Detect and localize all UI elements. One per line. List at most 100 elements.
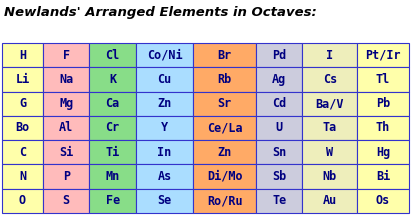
Bar — [302, 189, 357, 213]
Text: Hg: Hg — [376, 146, 390, 159]
Bar — [193, 67, 256, 92]
Bar — [136, 116, 193, 140]
Text: Ce/La: Ce/La — [207, 121, 242, 134]
Text: U: U — [276, 121, 283, 134]
Text: Co/Ni: Co/Ni — [147, 49, 182, 62]
Bar — [136, 140, 193, 164]
Text: Nb: Nb — [323, 170, 337, 183]
Bar — [43, 43, 90, 67]
Text: Na: Na — [59, 73, 73, 86]
Bar — [357, 164, 409, 189]
Text: Li: Li — [15, 73, 30, 86]
Bar — [357, 92, 409, 116]
Text: Mg: Mg — [59, 97, 73, 110]
Text: Ag: Ag — [272, 73, 286, 86]
Text: Fe: Fe — [106, 194, 120, 207]
Bar — [193, 92, 256, 116]
Bar — [2, 43, 43, 67]
Bar — [256, 43, 302, 67]
Text: Cr: Cr — [106, 121, 120, 134]
Bar — [2, 189, 43, 213]
Text: Ca: Ca — [106, 97, 120, 110]
Bar — [43, 164, 90, 189]
Text: Te: Te — [272, 194, 286, 207]
Text: S: S — [62, 194, 70, 207]
Bar — [90, 189, 136, 213]
Text: K: K — [109, 73, 116, 86]
Text: Ti: Ti — [106, 146, 120, 159]
Bar — [90, 92, 136, 116]
Bar — [193, 140, 256, 164]
Text: Os: Os — [376, 194, 390, 207]
Bar — [90, 43, 136, 67]
Bar — [302, 140, 357, 164]
Bar — [90, 67, 136, 92]
Text: P: P — [62, 170, 70, 183]
Bar — [302, 116, 357, 140]
Bar — [357, 189, 409, 213]
Bar — [256, 189, 302, 213]
Bar — [2, 67, 43, 92]
Bar — [2, 140, 43, 164]
Text: As: As — [157, 170, 172, 183]
Text: Mn: Mn — [106, 170, 120, 183]
Bar — [256, 140, 302, 164]
Bar — [136, 43, 193, 67]
Text: Th: Th — [376, 121, 390, 134]
Bar — [90, 140, 136, 164]
Text: Bi: Bi — [376, 170, 390, 183]
Text: Rb: Rb — [217, 73, 232, 86]
Text: Sb: Sb — [272, 170, 286, 183]
Bar — [302, 92, 357, 116]
Text: Y: Y — [161, 121, 168, 134]
Bar — [256, 164, 302, 189]
Bar — [2, 116, 43, 140]
Bar — [302, 43, 357, 67]
Bar — [2, 92, 43, 116]
Bar — [43, 189, 90, 213]
Text: In: In — [157, 146, 172, 159]
Bar — [193, 164, 256, 189]
Text: Tl: Tl — [376, 73, 390, 86]
Bar — [43, 92, 90, 116]
Text: Se: Se — [157, 194, 172, 207]
Text: F: F — [62, 49, 70, 62]
Bar — [136, 92, 193, 116]
Text: Newlands' Arranged Elements in Octaves:: Newlands' Arranged Elements in Octaves: — [4, 6, 317, 19]
Bar — [136, 164, 193, 189]
Text: Ba/V: Ba/V — [316, 97, 344, 110]
Bar — [357, 43, 409, 67]
Text: I: I — [326, 49, 333, 62]
Bar — [357, 116, 409, 140]
Text: Si: Si — [59, 146, 73, 159]
Text: Cd: Cd — [272, 97, 286, 110]
Text: Ro/Ru: Ro/Ru — [207, 194, 242, 207]
Text: Zn: Zn — [157, 97, 172, 110]
Text: Pt/Ir: Pt/Ir — [365, 49, 401, 62]
Text: W: W — [326, 146, 333, 159]
Text: Al: Al — [59, 121, 73, 134]
Text: Pb: Pb — [376, 97, 390, 110]
Text: G: G — [19, 97, 26, 110]
Bar — [43, 67, 90, 92]
Text: Ta: Ta — [323, 121, 337, 134]
Bar — [302, 67, 357, 92]
Text: Sr: Sr — [217, 97, 232, 110]
Bar — [90, 116, 136, 140]
Text: Au: Au — [323, 194, 337, 207]
Bar — [136, 189, 193, 213]
Text: Cl: Cl — [106, 49, 120, 62]
Bar — [357, 140, 409, 164]
Bar — [256, 116, 302, 140]
Text: N: N — [19, 170, 26, 183]
Bar — [43, 140, 90, 164]
Bar — [193, 116, 256, 140]
Text: Sn: Sn — [272, 146, 286, 159]
Text: O: O — [19, 194, 26, 207]
Bar — [136, 67, 193, 92]
Text: Bo: Bo — [15, 121, 30, 134]
Text: H: H — [19, 49, 26, 62]
Bar — [302, 164, 357, 189]
Bar — [193, 189, 256, 213]
Bar — [90, 164, 136, 189]
